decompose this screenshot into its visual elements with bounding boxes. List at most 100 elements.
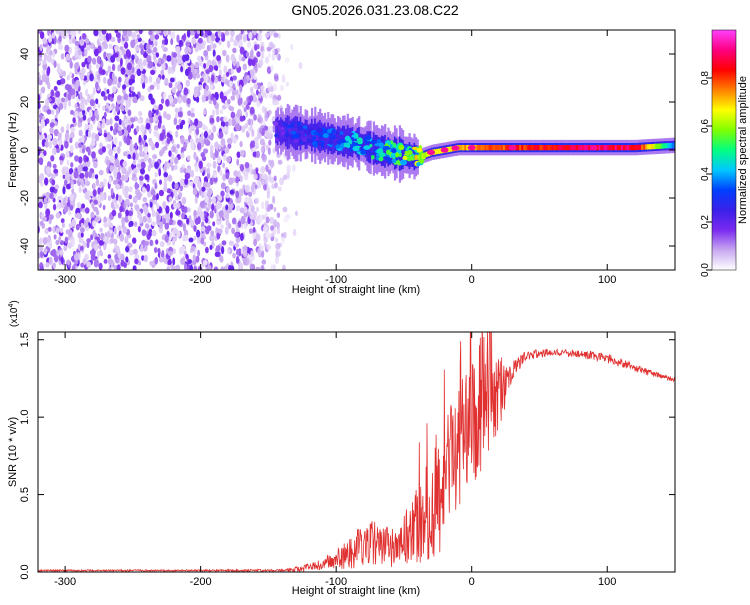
spectrogram-cell <box>106 143 112 149</box>
spectrogram-cell <box>160 58 164 65</box>
spectrogram-cell <box>114 115 120 122</box>
spectrogram-cell <box>115 32 121 39</box>
spectrogram-cell <box>140 168 145 175</box>
spectrogram-x-ticks: -300 -200 -100 0 100 <box>54 30 616 286</box>
spectrogram-cell <box>186 98 191 105</box>
spectrogram-cell <box>278 136 282 140</box>
spectrogram-cell <box>88 63 92 71</box>
spectrogram-cell <box>187 110 192 117</box>
spectrogram-cell <box>96 56 101 64</box>
spectrogram-cell <box>65 150 70 158</box>
spectrogram-cell <box>174 107 179 114</box>
spectrogram-cell <box>271 54 276 61</box>
spectrogram-cell <box>240 232 244 242</box>
spectrogram-x-tick-label: -100 <box>325 274 347 286</box>
spectrogram-cell <box>229 36 234 43</box>
spectrogram-cell <box>43 248 48 255</box>
spectrogram-cell <box>123 41 129 49</box>
spectrogram-cell <box>103 76 107 84</box>
spectrogram-cell <box>521 145 524 151</box>
spectrogram-cell <box>117 95 122 101</box>
spectrogram-cell <box>567 145 571 151</box>
spectrogram-cell <box>618 145 622 151</box>
spectrogram-cell <box>200 237 205 245</box>
spectrogram-cell <box>105 119 111 126</box>
spectrogram-cell <box>216 155 222 164</box>
spectrogram-cell <box>292 164 296 173</box>
spectrogram-cell <box>39 237 43 243</box>
spectrogram-cell <box>276 212 281 218</box>
spectrogram-cell <box>211 74 215 83</box>
spectrogram-cell <box>174 182 179 190</box>
spectrogram-cell <box>260 245 264 252</box>
spectrogram-cell <box>92 87 96 95</box>
spectrogram-cell <box>48 36 53 43</box>
spectrogram-cell <box>423 152 426 158</box>
spectrogram-cell <box>224 211 230 220</box>
spectrogram-cell <box>109 117 113 126</box>
spectrogram-cell <box>88 109 93 118</box>
spectrogram-cell <box>47 30 50 37</box>
spectrogram-cell <box>227 99 231 105</box>
spectrogram-cell <box>70 126 76 133</box>
spectrogram-cell <box>134 221 138 228</box>
spectrogram-cell <box>66 159 70 166</box>
spectrogram-cell <box>90 253 96 261</box>
spectrogram-cell <box>238 188 244 197</box>
spectrogram-cell <box>185 168 191 174</box>
spectrogram-cell <box>193 89 198 97</box>
spectrogram-cell <box>164 222 170 230</box>
spectrogram-cell <box>128 221 132 228</box>
spectrogram-cell <box>125 198 130 206</box>
spectrogram-cell <box>52 163 57 169</box>
spectrogram-cell <box>171 31 175 40</box>
spectrogram-cell <box>125 49 131 57</box>
spectrogram-cell <box>197 266 203 270</box>
spectrogram-cell <box>121 105 125 112</box>
spectrogram-cell <box>134 258 139 265</box>
spectrogram-cell <box>278 121 281 142</box>
spectrogram-cell <box>113 52 119 58</box>
spectrogram-cell <box>98 30 102 36</box>
spectrogram-cell <box>52 203 57 211</box>
spectrogram-cell <box>89 249 94 256</box>
spectrogram-cell <box>330 134 335 139</box>
spectrogram-cell <box>150 189 156 196</box>
spectrogram-cell <box>267 147 271 155</box>
spectrogram-cell <box>154 141 160 149</box>
spectrogram-cell <box>296 125 302 129</box>
spectrogram-cell <box>549 145 552 151</box>
spectrogram-cell <box>200 226 206 232</box>
spectrogram-cell <box>265 200 269 208</box>
spectrogram-cell <box>74 62 80 69</box>
spectrogram-cell <box>235 237 241 243</box>
spectrogram-cell <box>73 170 79 179</box>
spectrogram-cell <box>190 246 196 252</box>
spectrogram-cell <box>228 205 233 214</box>
spectrogram-cell <box>136 191 142 201</box>
spectrogram-cell <box>192 187 198 196</box>
spectrogram-cell <box>547 145 550 151</box>
spectrogram-cell <box>235 123 241 132</box>
spectrogram-cell <box>67 93 72 101</box>
spectrogram-cell <box>267 109 272 116</box>
spectrogram-cell <box>123 118 129 125</box>
spectrogram-cell <box>236 110 241 118</box>
spectrogram-cell <box>227 249 231 255</box>
spectrogram-cell <box>260 85 265 91</box>
spectrogram-cell <box>62 186 66 195</box>
spectrogram-cell <box>219 109 224 115</box>
spectrogram-cell <box>275 250 281 258</box>
spectrogram-cell <box>142 187 147 193</box>
spectrogram-x-tick-label: -200 <box>190 274 212 286</box>
spectrogram-cell <box>160 98 165 104</box>
spectrogram-cell <box>151 209 156 218</box>
spectrogram-cell <box>183 33 187 41</box>
spectrogram-cell <box>142 197 148 203</box>
spectrogram-cell <box>182 223 186 232</box>
spectrogram-cell <box>243 206 248 214</box>
spectrogram-cell <box>254 197 260 205</box>
spectrogram-cell <box>494 145 498 151</box>
spectrogram-cell <box>382 145 390 150</box>
spectrogram-cell <box>117 146 121 155</box>
